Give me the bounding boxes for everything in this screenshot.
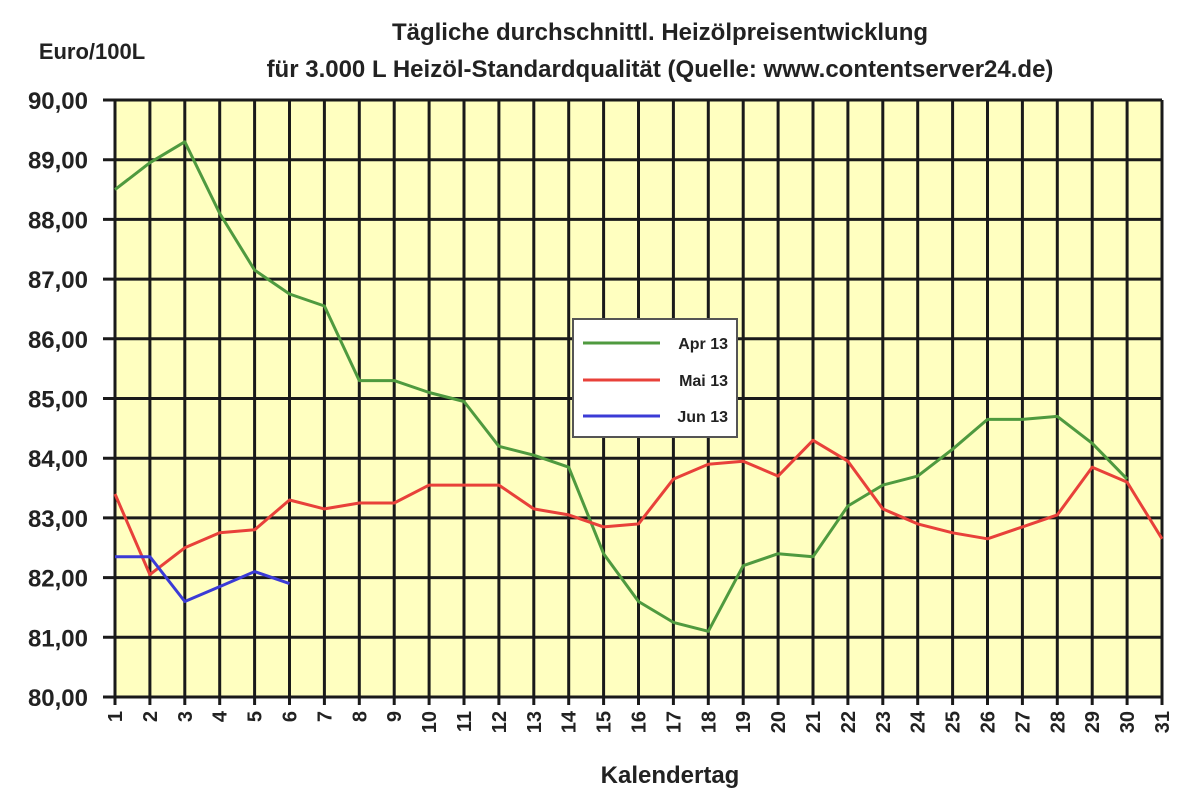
y-tick-label: 82,00 <box>28 566 88 593</box>
x-tick-label: 31 <box>1152 711 1174 733</box>
x-tick-label: 14 <box>559 710 581 733</box>
series-line-mai <box>113 438 1164 577</box>
chart-title: Tägliche durchschnittl. Heizölpreisentwi… <box>392 19 928 46</box>
x-tick-label: 18 <box>698 711 720 733</box>
x-tick-label: 7 <box>314 711 336 722</box>
x-tick-label: 22 <box>838 711 860 733</box>
x-tick-label: 17 <box>663 711 685 733</box>
x-tick-label: 19 <box>733 711 755 733</box>
y-tick-label: 87,00 <box>28 267 88 294</box>
legend-label-mai: Mai 13 <box>679 373 728 390</box>
legend-item-jun: Jun 13 <box>583 409 728 426</box>
y-tick-label: 90,00 <box>28 88 88 115</box>
x-tick-label: 11 <box>454 711 476 732</box>
x-tick-label: 1 <box>105 711 127 722</box>
x-tick-label: 24 <box>908 710 930 733</box>
legend-item-mai: Mai 13 <box>583 373 728 390</box>
x-tick-label: 6 <box>280 711 302 722</box>
y-tick-label: 84,00 <box>28 446 88 473</box>
x-tick-label: 5 <box>245 711 267 722</box>
y-tick-label: 86,00 <box>28 327 88 354</box>
x-tick-label: 15 <box>594 711 616 733</box>
legend-label-apr: Apr 13 <box>678 336 728 353</box>
x-tick-label: 3 <box>175 711 197 722</box>
x-tick-label: 21 <box>803 711 825 733</box>
x-tick-label: 13 <box>524 711 546 733</box>
x-tick-label: 20 <box>768 711 790 733</box>
y-tick-label: 83,00 <box>28 506 88 533</box>
x-tick-label: 4 <box>210 710 232 722</box>
y-tick-label: 80,00 <box>28 685 88 712</box>
series-line-jun <box>115 555 290 603</box>
x-tick-label: 10 <box>419 711 441 733</box>
y-tick-label: 89,00 <box>28 148 88 175</box>
x-tick-label: 16 <box>629 711 651 733</box>
x-tick-label: 29 <box>1082 711 1104 733</box>
x-tick-label: 30 <box>1117 711 1139 733</box>
series-lines <box>113 140 1164 633</box>
x-axis-ticks: 1 2 3 4 5 6 7 8 9 10 11 12 13 14 15 16 17 18 19 20 21 22 23 24 2… <box>105 710 1174 733</box>
plot-area <box>103 98 1164 705</box>
x-tick-label: 26 <box>978 711 1000 733</box>
chart-subtitle: für 3.000 L Heizöl-Standardqualität (Que… <box>267 56 1054 83</box>
y-axis-ticks: 80,00 81,00 82,00 83,00 84,00 85,00 86,00 87,00… <box>28 88 88 712</box>
x-tick-label: 12 <box>489 711 511 733</box>
y-tick-label: 81,00 <box>28 625 88 652</box>
legend-label-jun: Jun 13 <box>677 409 728 426</box>
x-tick-label: 25 <box>943 711 965 733</box>
y-tick-label: 88,00 <box>28 207 88 234</box>
legend-item-apr: Apr 13 <box>583 336 728 353</box>
legend: Apr 13 Mai 13 Jun 13 <box>572 318 738 438</box>
x-tick-label: 2 <box>140 711 162 722</box>
x-tick-label: 23 <box>873 711 895 733</box>
x-axis-label: Kalendertag <box>601 762 740 789</box>
x-tick-label: 8 <box>349 711 371 722</box>
x-tick-label: 9 <box>384 711 406 722</box>
series-line-apr <box>114 140 1129 633</box>
y-axis-label: Euro/100L <box>39 39 145 64</box>
x-tick-label: 28 <box>1047 711 1069 733</box>
y-tick-label: 85,00 <box>28 387 88 414</box>
x-tick-label: 27 <box>1012 711 1034 733</box>
